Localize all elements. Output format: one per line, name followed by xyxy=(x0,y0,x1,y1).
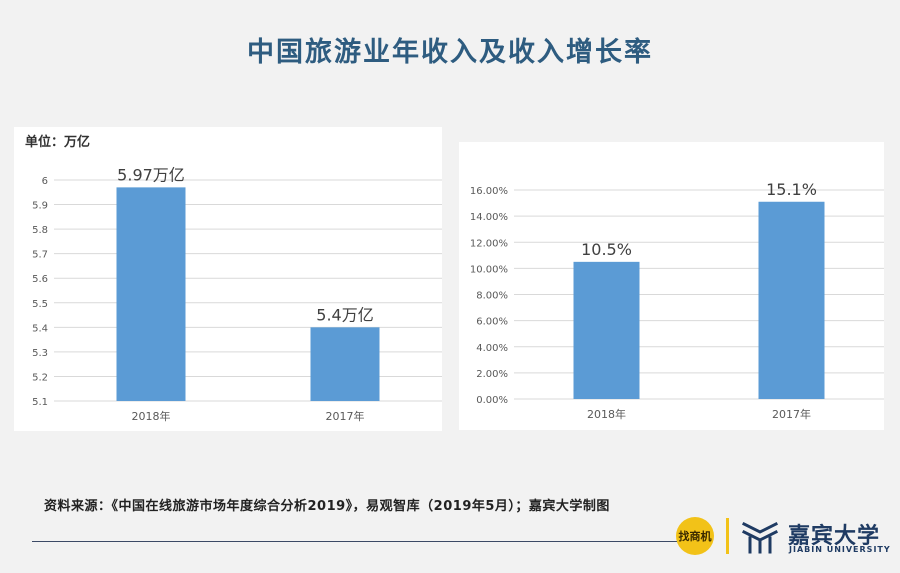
growth-y-tick-label: 14.00% xyxy=(470,212,508,223)
growth-y-tick-label: 10.00% xyxy=(470,264,508,275)
revenue-bar xyxy=(116,187,186,401)
revenue-y-tick-label: 5.1 xyxy=(32,397,48,408)
revenue-data-label: 5.4万亿 xyxy=(316,305,373,324)
revenue-y-tick-label: 5.2 xyxy=(32,372,48,383)
growth-y-tick-label: 2.00% xyxy=(476,369,508,380)
growth-y-tick-label: 12.00% xyxy=(470,238,508,249)
growth-rate-chart: 0.00% 2.00% 4.00% 6.00% 8.00% 10.00% 12.00% 14.… xyxy=(470,180,884,421)
revenue-y-tick-label: 5.4 xyxy=(32,323,48,334)
revenue-chart: 5.1 5.2 5.3 5.4 5.5 5.6 5.7 5.8 5.9 6 5.97万亿 2018年 5… xyxy=(32,165,442,423)
university-subtitle: JIABIN UNIVERSITY xyxy=(789,545,891,554)
revenue-y-tick-label: 5.3 xyxy=(32,348,48,359)
growth-chart-panel: 0.00% 2.00% 4.00% 6.00% 8.00% 10.00% 12.00% 14.… xyxy=(459,142,884,430)
growth-y-tick-label: 4.00% xyxy=(476,343,508,354)
revenue-y-tick-label: 5.8 xyxy=(32,225,48,236)
brand-badge-icon: 找商机 xyxy=(676,517,714,555)
university-logo-icon xyxy=(741,521,779,554)
growth-x-tick-label: 2017年 xyxy=(772,407,811,421)
growth-x-tick-label: 2018年 xyxy=(587,407,626,421)
growth-y-tick-label: 6.00% xyxy=(476,317,508,328)
revenue-y-tick-label: 5.9 xyxy=(32,201,48,212)
revenue-y-tick-label: 5.5 xyxy=(32,299,48,310)
revenue-y-tick-label: 6 xyxy=(42,176,48,187)
logo-separator xyxy=(726,518,729,554)
university-name: 嘉宾大学 xyxy=(788,524,881,549)
page-title: 中国旅游业年收入及收入增长率 xyxy=(247,37,653,68)
growth-data-label: 15.1% xyxy=(766,180,817,199)
revenue-y-tick-label: 5.6 xyxy=(32,274,48,285)
revenue-y-tick-label: 5.7 xyxy=(32,250,48,261)
growth-y-tick-label: 0.00% xyxy=(476,395,508,406)
growth-data-label: 10.5% xyxy=(581,240,632,259)
source-note: 资料来源：《中国在线旅游市场年度综合分析2019》，易观智库（2019年5月）；… xyxy=(44,499,610,514)
revenue-data-label: 5.97万亿 xyxy=(117,165,185,184)
revenue-chart-panel: 单位：万亿 5.1 5.2 5.3 5.4 5.5 5.6 5.7 5.8 5.9 6 5.97万亿… xyxy=(14,127,442,431)
revenue-bar xyxy=(310,327,380,401)
unit-label: 单位：万亿 xyxy=(25,135,91,150)
revenue-x-tick-label: 2018年 xyxy=(132,409,171,423)
growth-y-tick-label: 16.00% xyxy=(470,186,508,197)
growth-bar xyxy=(573,261,640,399)
growth-y-tick-label: 8.00% xyxy=(476,291,508,302)
revenue-x-tick-label: 2017年 xyxy=(326,409,365,423)
growth-bar xyxy=(758,201,825,399)
footer-divider xyxy=(32,541,680,542)
